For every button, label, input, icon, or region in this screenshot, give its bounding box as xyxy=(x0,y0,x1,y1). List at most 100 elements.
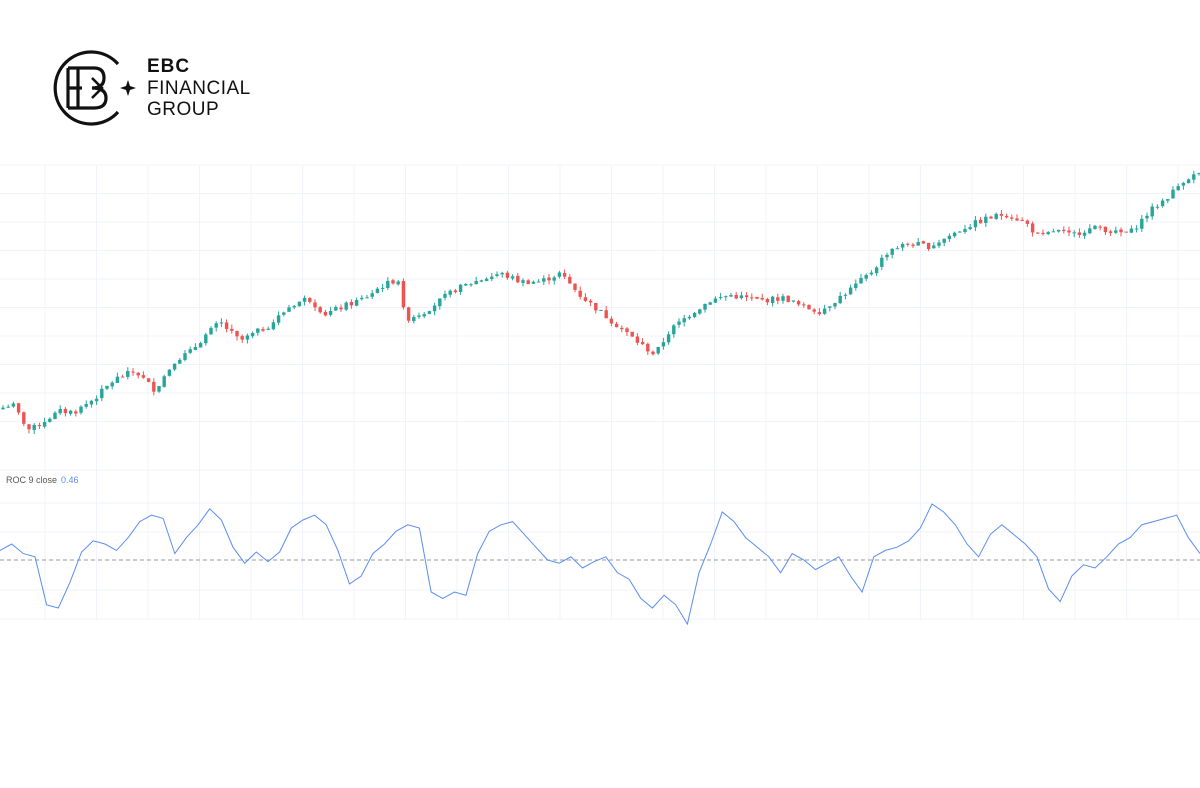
candle-up xyxy=(94,398,99,402)
candle-up xyxy=(656,346,660,354)
candle-up xyxy=(770,296,775,303)
candle-up xyxy=(874,267,879,274)
candle-up xyxy=(100,388,104,399)
candle-up xyxy=(204,334,208,344)
candle-down xyxy=(755,296,759,299)
candle-up xyxy=(422,314,426,317)
candle-down xyxy=(989,216,993,219)
candle-up xyxy=(287,307,291,312)
candle-up xyxy=(214,323,218,328)
candle-up xyxy=(167,369,172,376)
candle-down xyxy=(802,304,806,306)
candle-down xyxy=(37,425,42,427)
candle-up xyxy=(1072,232,1076,234)
candle-up xyxy=(698,309,702,314)
candle-up xyxy=(822,308,827,314)
candle-up xyxy=(126,370,130,377)
candle-down xyxy=(1108,231,1113,233)
candle-up xyxy=(880,257,884,267)
candle-up xyxy=(1145,215,1149,219)
candle-down xyxy=(391,280,395,284)
candle-down xyxy=(625,328,629,333)
candle-up xyxy=(536,281,541,283)
candle-up xyxy=(833,303,837,307)
candle-up xyxy=(718,297,723,299)
candle-up xyxy=(1093,225,1097,230)
candle-down xyxy=(453,290,458,293)
candle-down xyxy=(651,351,655,355)
candle-up xyxy=(198,343,203,348)
brand-line-financial: FINANCIAL xyxy=(147,78,251,99)
candle-down xyxy=(1077,232,1082,235)
candle-down xyxy=(120,376,125,378)
candle-down xyxy=(750,297,754,299)
candle-up xyxy=(848,287,853,295)
candle-up xyxy=(79,406,83,413)
candle-down xyxy=(526,280,530,285)
candle-down xyxy=(261,329,265,331)
candle-up xyxy=(661,342,666,347)
candle-up xyxy=(443,293,447,298)
candle-up xyxy=(1051,231,1056,233)
candle-down xyxy=(906,243,910,245)
candle-up xyxy=(68,410,73,414)
ebc-monogram-logo-icon xyxy=(53,50,136,126)
candle-down xyxy=(1119,229,1123,233)
candle-down xyxy=(401,280,406,308)
candle-down xyxy=(786,295,790,302)
candle-up xyxy=(495,274,499,276)
candle-down xyxy=(313,302,317,308)
candle-up xyxy=(396,281,400,285)
candle-down xyxy=(911,244,915,246)
candle-down xyxy=(562,273,567,277)
candle-up xyxy=(724,296,728,298)
candle-up xyxy=(531,281,536,284)
chart-grid xyxy=(0,164,1200,620)
brand-line-ebc: EBC xyxy=(147,56,191,77)
candle-down xyxy=(630,331,634,337)
candle-up xyxy=(708,302,712,305)
candle-down xyxy=(926,242,931,250)
candle-up xyxy=(360,297,364,300)
candle-up xyxy=(1088,228,1092,234)
price-candles xyxy=(1,170,1200,435)
candle-up xyxy=(110,382,114,387)
candle-up xyxy=(1197,173,1200,175)
candle-down xyxy=(1010,217,1014,219)
candle-down xyxy=(817,312,822,315)
candle-up xyxy=(48,418,52,422)
candle-up xyxy=(282,312,286,315)
candle-up xyxy=(1140,218,1144,229)
candle-up xyxy=(474,280,478,285)
candle-down xyxy=(776,297,780,301)
candle-up xyxy=(209,327,213,335)
candle-up xyxy=(682,318,686,323)
candle-down xyxy=(240,336,244,340)
candle-down xyxy=(978,219,983,224)
candle-down xyxy=(1004,215,1009,218)
candle-down xyxy=(609,318,614,324)
candle-up xyxy=(53,412,57,420)
candle-up xyxy=(188,349,192,353)
candle-up xyxy=(105,385,109,389)
candle-down xyxy=(349,301,354,306)
roc-indicator-label: ROC 9 close xyxy=(6,475,57,485)
candle-down xyxy=(323,311,328,316)
candle-up xyxy=(256,328,260,333)
candle-down xyxy=(1067,230,1071,233)
candle-up xyxy=(245,335,250,340)
candle-up xyxy=(1155,206,1160,208)
candle-up xyxy=(791,300,796,302)
candle-up xyxy=(1192,174,1196,180)
candle-down xyxy=(594,302,598,311)
candle-down xyxy=(131,371,135,373)
candle-up xyxy=(739,295,744,299)
candle-up xyxy=(552,277,556,281)
candle-up xyxy=(58,409,62,414)
candle-down xyxy=(22,412,26,424)
candle-up xyxy=(297,301,302,307)
candle-down xyxy=(573,283,577,290)
candle-down xyxy=(760,297,764,300)
candle-up xyxy=(484,278,489,281)
candle-down xyxy=(796,301,801,305)
